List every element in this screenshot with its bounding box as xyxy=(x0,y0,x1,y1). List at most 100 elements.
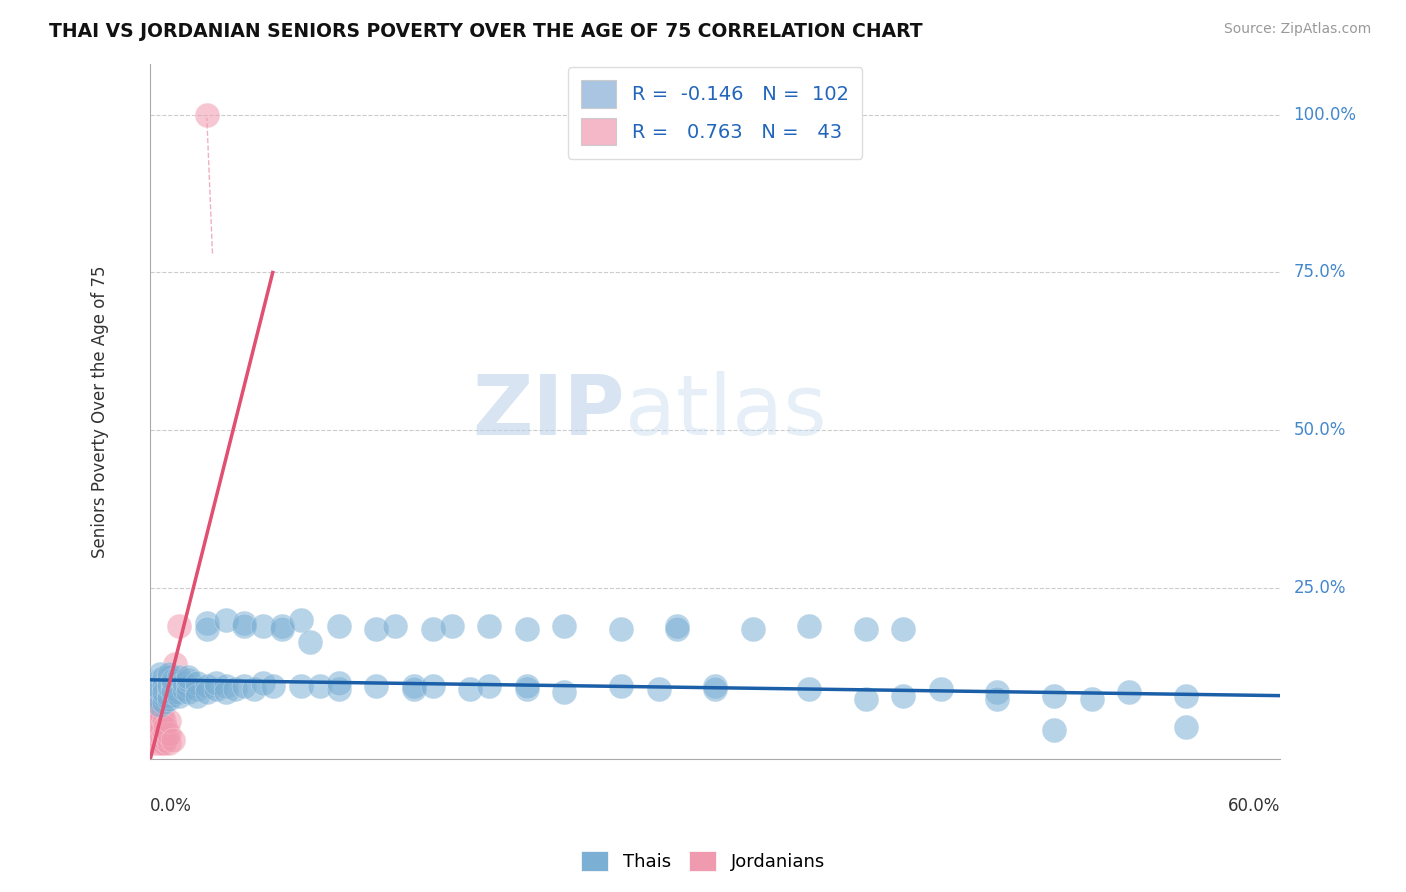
Point xyxy=(986,691,1008,706)
Point xyxy=(855,691,877,706)
Point xyxy=(647,682,669,697)
Point xyxy=(157,689,180,703)
Point xyxy=(145,720,167,734)
Point xyxy=(152,679,174,693)
Point xyxy=(145,723,167,738)
Point xyxy=(149,679,172,693)
Point xyxy=(167,619,190,633)
Point xyxy=(149,707,172,722)
Point xyxy=(146,707,169,722)
Point xyxy=(152,695,174,709)
Point xyxy=(157,714,180,728)
Text: ZIP: ZIP xyxy=(472,371,624,452)
Point xyxy=(150,736,173,750)
Point xyxy=(553,685,575,699)
Point xyxy=(152,676,174,690)
Point xyxy=(177,670,200,684)
Point xyxy=(152,685,174,699)
Point xyxy=(704,679,727,693)
Point xyxy=(155,720,177,734)
Text: Seniors Poverty Over the Age of 75: Seniors Poverty Over the Age of 75 xyxy=(90,265,108,558)
Point xyxy=(986,685,1008,699)
Point xyxy=(195,107,218,121)
Point xyxy=(205,676,228,690)
Text: 100.0%: 100.0% xyxy=(1294,105,1357,124)
Point xyxy=(214,685,236,699)
Point xyxy=(149,695,172,709)
Point xyxy=(478,679,501,693)
Point xyxy=(422,623,444,637)
Point xyxy=(328,619,350,633)
Point xyxy=(1043,689,1066,703)
Point xyxy=(145,682,167,697)
Point xyxy=(149,666,172,681)
Point xyxy=(162,685,184,699)
Point xyxy=(262,679,284,693)
Point xyxy=(1174,720,1197,734)
Point xyxy=(252,619,274,633)
Point xyxy=(290,679,312,693)
Point xyxy=(252,676,274,690)
Point xyxy=(233,619,256,633)
Point xyxy=(145,736,167,750)
Point xyxy=(233,679,256,693)
Text: atlas: atlas xyxy=(624,371,827,452)
Point xyxy=(157,736,180,750)
Point xyxy=(224,682,246,697)
Point xyxy=(891,689,914,703)
Point xyxy=(167,670,190,684)
Point xyxy=(162,682,184,697)
Point xyxy=(516,682,538,697)
Point xyxy=(152,689,174,703)
Point xyxy=(149,698,172,712)
Point xyxy=(173,676,195,690)
Point xyxy=(177,679,200,693)
Point xyxy=(146,682,169,697)
Legend: R =  -0.146   N =  102, R =   0.763   N =   43: R = -0.146 N = 102, R = 0.763 N = 43 xyxy=(568,67,862,159)
Point xyxy=(704,682,727,697)
Point xyxy=(214,679,236,693)
Legend: Thais, Jordanians: Thais, Jordanians xyxy=(574,844,832,879)
Point xyxy=(157,682,180,697)
Point xyxy=(157,726,180,740)
Text: 0.0%: 0.0% xyxy=(150,797,193,815)
Point xyxy=(186,689,208,703)
Point xyxy=(1118,685,1140,699)
Text: 50.0%: 50.0% xyxy=(1294,421,1346,440)
Point xyxy=(1080,691,1102,706)
Point xyxy=(157,676,180,690)
Point xyxy=(173,682,195,697)
Point xyxy=(156,730,179,744)
Point xyxy=(157,666,180,681)
Point xyxy=(799,682,821,697)
Point xyxy=(243,682,266,697)
Point xyxy=(328,676,350,690)
Point xyxy=(163,657,186,671)
Point xyxy=(177,673,200,687)
Point xyxy=(149,726,172,740)
Point xyxy=(205,682,228,697)
Point xyxy=(271,619,294,633)
Point xyxy=(328,682,350,697)
Point xyxy=(422,679,444,693)
Point xyxy=(195,615,218,630)
Point xyxy=(149,720,172,734)
Point xyxy=(146,717,169,731)
Point xyxy=(157,679,180,693)
Text: Source: ZipAtlas.com: Source: ZipAtlas.com xyxy=(1223,22,1371,37)
Point xyxy=(929,682,952,697)
Text: 75.0%: 75.0% xyxy=(1294,263,1346,282)
Point xyxy=(855,623,877,637)
Point xyxy=(157,670,180,684)
Point xyxy=(402,682,425,697)
Point xyxy=(516,679,538,693)
Point xyxy=(195,685,218,699)
Point xyxy=(299,635,322,649)
Point xyxy=(155,732,177,747)
Point xyxy=(666,619,689,633)
Point xyxy=(195,679,218,693)
Point xyxy=(167,679,190,693)
Point xyxy=(1043,723,1066,738)
Text: 25.0%: 25.0% xyxy=(1294,579,1346,598)
Point xyxy=(146,695,169,709)
